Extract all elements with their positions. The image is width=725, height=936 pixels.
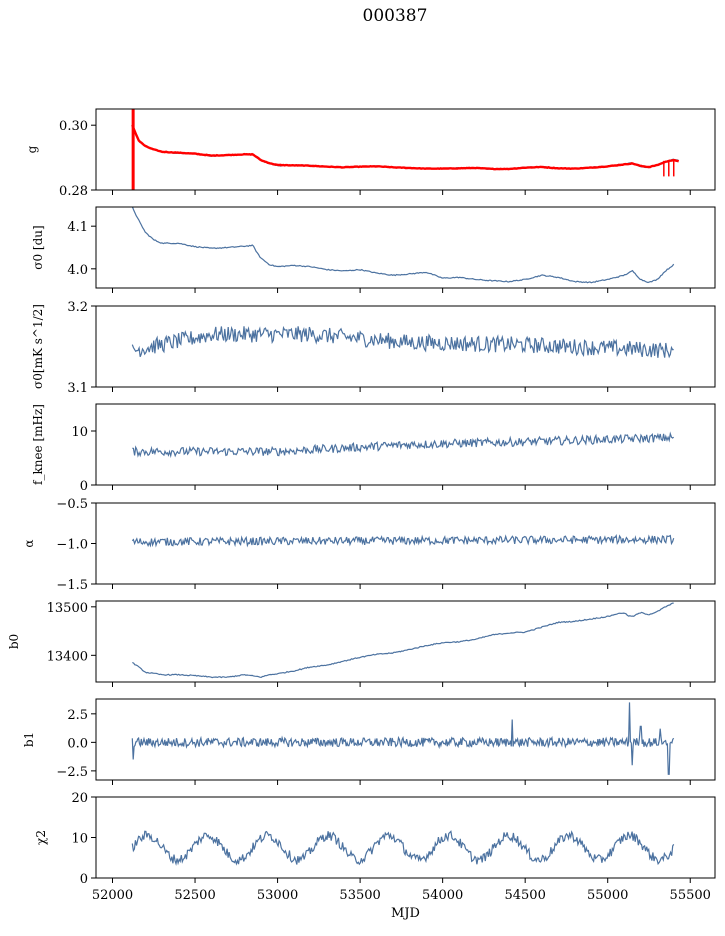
y-tick-label: 4.1: [67, 220, 88, 235]
y-axis-label: α: [22, 539, 36, 547]
y-tick-label: 0.0: [67, 736, 88, 751]
x-tick-label: 54000: [422, 888, 463, 903]
data-line: [131, 702, 675, 775]
y-axis-label: χ2: [34, 830, 48, 845]
plot-area: [132, 431, 675, 459]
plot-area: [131, 109, 680, 190]
data-line: [131, 830, 675, 866]
plot-area: [131, 534, 675, 548]
x-axis-label: MJD: [391, 906, 420, 921]
x-tick-label: 55500: [670, 888, 711, 903]
y-tick-label: 2.5: [67, 708, 88, 723]
y-tick-label: 3.1: [67, 381, 88, 396]
data-line: [131, 325, 674, 359]
plot-area: [132, 602, 674, 679]
figure-title: 000387: [362, 6, 428, 26]
plot-area: [131, 830, 675, 866]
y-tick-label: 0.28: [59, 184, 88, 199]
y-tick-label: −1.0: [56, 538, 88, 553]
panel-7: −2.5 0.0 2.5 b1: [22, 698, 716, 785]
plot-area: [131, 325, 674, 359]
y-tick-label: 0.30: [59, 119, 88, 134]
panel-8: 0 10 20 52000 52500 53000 53500 54000 54500 55000…: [34, 791, 716, 921]
panel-4: 0 10 f_knee [mHz]: [31, 403, 716, 494]
y-tick-label: 10: [71, 425, 88, 440]
panel-1: 0.28 0.30 g: [25, 108, 716, 199]
panel-2: 4.0 4.1 σ0 [du]: [31, 206, 716, 293]
data-line: [132, 431, 675, 459]
model-line: [131, 124, 680, 171]
panel-6: 13400 13500 b0: [7, 600, 716, 687]
x-tick-label: 52500: [174, 888, 215, 903]
y-axis-label: b1: [22, 732, 36, 747]
y-tick-label: −1.5: [56, 578, 88, 593]
y-axis-label: g: [25, 145, 39, 153]
x-tick-label: 53000: [257, 888, 298, 903]
axes-frame: [95, 600, 716, 683]
x-tick-label: 54500: [504, 888, 545, 903]
axes-frame: [95, 305, 716, 388]
plot-area: [131, 702, 675, 775]
plot-area: [131, 207, 675, 284]
x-tick-label: 55000: [587, 888, 628, 903]
panel-5: −1.5 −1.0 −0.5 α: [22, 497, 716, 593]
data-line: [131, 207, 675, 284]
axes-frame: [95, 403, 716, 486]
axes-frame: [95, 206, 716, 289]
data-line: [131, 534, 675, 548]
y-axis-label: σ0 [du]: [31, 225, 45, 269]
axes-frame: [95, 108, 716, 191]
y-tick-label: 20: [71, 791, 88, 806]
x-tick-label: 53500: [339, 888, 380, 903]
y-axis-label: f_knee [mHz]: [31, 404, 45, 485]
y-axis-label: b0: [7, 634, 21, 649]
panel-3: 3.1 3.2 σ0[mK s^1/2]: [31, 300, 716, 396]
data-line: [131, 126, 679, 171]
y-tick-label: −0.5: [56, 497, 88, 512]
y-tick-label: 4.0: [67, 263, 88, 278]
y-tick-label: 0: [80, 479, 88, 494]
data-line: [132, 602, 674, 679]
y-axis-label: σ0[mK s^1/2]: [31, 304, 45, 389]
y-tick-label: 13500: [47, 601, 88, 616]
axes-frame: [95, 698, 716, 781]
y-tick-label: 0: [80, 872, 88, 887]
y-tick-label: −2.5: [56, 765, 88, 780]
y-tick-label: 10: [71, 832, 88, 847]
y-tick-label: 3.2: [67, 300, 88, 315]
x-tick-label: 52000: [92, 888, 133, 903]
y-tick-label: 13400: [47, 649, 88, 664]
